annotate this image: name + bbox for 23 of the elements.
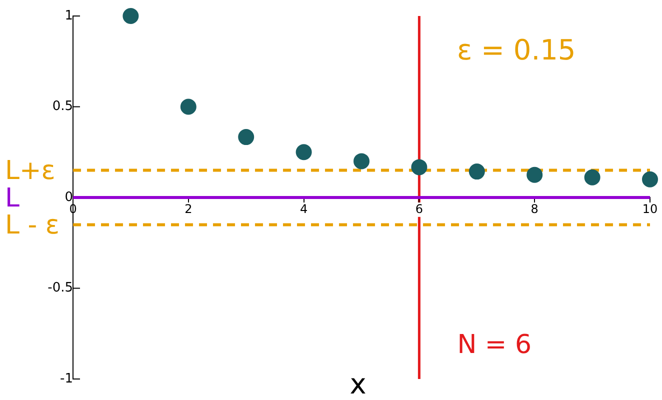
point xyxy=(584,169,600,186)
point xyxy=(526,166,543,183)
annotation: ε = 0.15 xyxy=(457,33,576,66)
y-tick-label: -0.5 xyxy=(48,280,73,296)
y-tick-label: -1 xyxy=(60,371,73,386)
point xyxy=(296,144,312,160)
x-tick-label: 10 xyxy=(642,202,658,216)
ref-line-label: N = 6 xyxy=(457,330,532,360)
point xyxy=(238,129,254,146)
x-tick-label: 6 xyxy=(415,202,424,216)
point xyxy=(354,153,370,170)
point xyxy=(180,98,196,115)
x-tick-label: 8 xyxy=(530,202,538,216)
x-tick-label: 4 xyxy=(300,202,308,216)
y-tick-label: 0 xyxy=(64,190,73,205)
point xyxy=(411,159,428,176)
x-tick-label: 2 xyxy=(184,202,192,216)
x-axis-title: x xyxy=(350,367,366,400)
point xyxy=(468,164,485,180)
y-tick-label: 1 xyxy=(64,8,73,24)
point xyxy=(642,171,658,188)
point xyxy=(122,8,139,24)
y-tick-label: 0.5 xyxy=(52,99,73,114)
